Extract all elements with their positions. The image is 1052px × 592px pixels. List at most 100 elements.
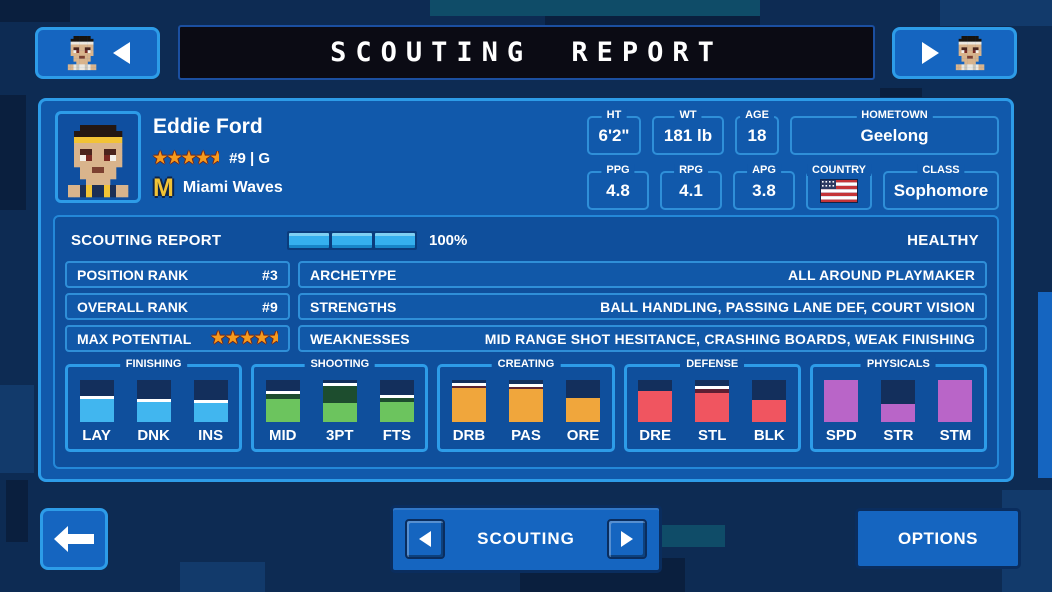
detail-label: STRENGTHS — [310, 298, 397, 315]
star-rating: ★ ★ ★ ★ ★ — [153, 149, 219, 167]
rank-row: MAX POTENTIAL ★ ★ ★ ★ ★ — [65, 325, 290, 352]
progress-segment — [332, 232, 372, 248]
stat-hometown: HOMETOWN Geelong — [790, 109, 999, 155]
attribute-bar — [265, 380, 300, 422]
stat-apg: APG 3.8 — [733, 164, 795, 210]
section-label: SCOUTING REPORT — [71, 231, 222, 249]
detail-value: ALL AROUND PLAYMAKER — [787, 266, 975, 283]
attribute-bar — [638, 380, 673, 422]
attribute-bar — [752, 380, 787, 422]
attribute-ore: ORE — [561, 380, 605, 444]
rank-label: OVERALL RANK — [77, 298, 188, 315]
value-fill — [322, 403, 357, 422]
attribute-bars: SPD STR STM — [813, 367, 984, 444]
value-fill — [379, 402, 414, 422]
attribute-bar — [193, 380, 228, 422]
attribute-bar — [881, 380, 916, 422]
attribute-group-physicals: PHYSICALS SPD STR STM — [809, 358, 988, 452]
attribute-group-label: CREATING — [491, 358, 561, 370]
detail-column: ARCHETYPE ALL AROUND PLAYMAKER STRENGTHS BA… — [298, 261, 987, 352]
attribute-group-finishing: FINISHING LAY DNK INS — [65, 358, 243, 452]
stat-label: HT — [601, 109, 627, 121]
detail-label: ARCHETYPE — [310, 266, 397, 283]
back-arrow-icon — [54, 526, 94, 552]
right-arrow-icon — [922, 42, 939, 64]
attribute-label: FTS — [382, 427, 412, 444]
attribute-lay: LAY — [75, 380, 119, 444]
attribute-stl: STL — [690, 380, 734, 444]
potential-marker — [509, 384, 543, 388]
attribute-bars: DRB PAS ORE — [440, 367, 611, 444]
attribute-ins: INS — [189, 380, 233, 444]
background-decoration — [0, 385, 34, 473]
attribute-bar — [695, 380, 730, 422]
usa-flag-icon — [820, 178, 858, 203]
background-decoration — [0, 0, 70, 22]
value-fill — [938, 380, 973, 422]
attribute-bar — [824, 380, 859, 422]
background-decoration — [880, 88, 922, 97]
rank-value: #3 — [262, 266, 278, 283]
potential-marker — [451, 383, 486, 387]
scouting-report-header: SCOUTING REPORT 100% HEALTHY — [65, 225, 987, 255]
value-fill — [566, 397, 601, 422]
star-icon: ★ — [225, 329, 241, 347]
player-stats: HT 6'2" WT 181 lb AGE 18 HOMETOWN Geelong PPG 4.… — [587, 109, 999, 219]
star-icon: ★ — [196, 149, 211, 167]
star-icon: ★ — [181, 149, 197, 167]
detail-row: STRENGTHS BALL HANDLING, PASSING LANE DEF… — [298, 293, 987, 320]
rank-row: POSITION RANK #3 — [65, 261, 290, 288]
attribute-spd: SPD — [819, 380, 863, 444]
stat-class: CLASS Sophomore — [883, 164, 999, 210]
prev-player-button[interactable] — [35, 27, 160, 79]
attribute-label: ORE — [566, 427, 600, 444]
value-fill — [824, 380, 859, 422]
stats-row-averages: PPG 4.8 RPG 4.1 APG 3.8 COUNTRY CLASS Sophomore — [587, 164, 999, 210]
half-star-icon: ★ — [269, 330, 278, 347]
attribute-group-label: DEFENSE — [680, 358, 745, 370]
attribute-label: STM — [939, 427, 972, 444]
attribute-group-label: PHYSICALS — [860, 358, 936, 370]
next-page-button[interactable] — [606, 519, 647, 559]
prev-page-button[interactable] — [405, 519, 445, 559]
value-fill — [695, 393, 730, 422]
rank-row: OVERALL RANK #9 — [65, 293, 290, 320]
player-name: Eddie Ford — [153, 115, 263, 138]
stat-value: 4.8 — [606, 180, 630, 200]
stat-label: PPG — [601, 164, 635, 176]
back-button[interactable] — [40, 508, 108, 570]
detail-value: BALL HANDLING, PASSING LANE DEF, COURT V… — [600, 298, 975, 315]
attribute-group-shooting: SHOOTING MID 3PT FTS — [251, 358, 429, 452]
background-decoration — [6, 480, 28, 542]
value-fill — [509, 389, 543, 422]
health-status: HEALTHY — [907, 231, 979, 249]
attribute-bar — [322, 380, 357, 422]
player-identity: Eddie Ford ★ ★ ★ ★ ★ #9 | G M Miami Waves — [153, 115, 283, 202]
attribute-bar — [136, 380, 171, 422]
star-icon: ★ — [211, 329, 226, 347]
player-portrait-image — [68, 125, 129, 198]
detail-label: WEAKNESSES — [310, 330, 410, 347]
stat-label: COUNTRY — [807, 164, 871, 176]
attribute-label: SPD — [825, 427, 857, 444]
attribute-label: STL — [698, 427, 727, 444]
potential-segment — [322, 385, 357, 404]
potential-segment — [451, 385, 486, 389]
attribute-bar — [451, 380, 486, 422]
progress-segment — [375, 232, 415, 248]
stats-row-bio: HT 6'2" WT 181 lb AGE 18 HOMETOWN Geelong — [587, 109, 999, 155]
potential-marker — [79, 395, 114, 399]
rank-label: MAX POTENTIAL — [77, 330, 192, 347]
attribute-bars: DRE STL BLK — [627, 367, 798, 444]
options-button[interactable]: OPTIONS — [855, 508, 1021, 569]
attribute-label: LAY — [82, 427, 111, 444]
team-logo: M — [153, 174, 174, 202]
stat-ppg: PPG 4.8 — [587, 164, 649, 210]
attribute-blk: BLK — [747, 380, 791, 444]
next-player-button[interactable] — [892, 27, 1017, 79]
potential-marker — [322, 383, 357, 387]
star-icon: ★ — [153, 149, 168, 167]
attribute-mid: MID — [261, 380, 305, 444]
attribute-bar — [79, 380, 114, 422]
stat-label: WT — [674, 109, 702, 121]
